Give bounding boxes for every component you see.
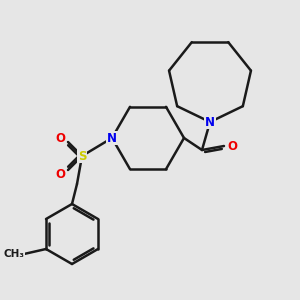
Text: S: S	[78, 149, 86, 163]
Text: CH₃: CH₃	[4, 249, 25, 259]
Text: O: O	[55, 167, 65, 181]
Text: O: O	[55, 131, 65, 145]
Text: N: N	[107, 131, 117, 145]
Text: N: N	[205, 116, 215, 128]
Text: O: O	[227, 140, 237, 152]
